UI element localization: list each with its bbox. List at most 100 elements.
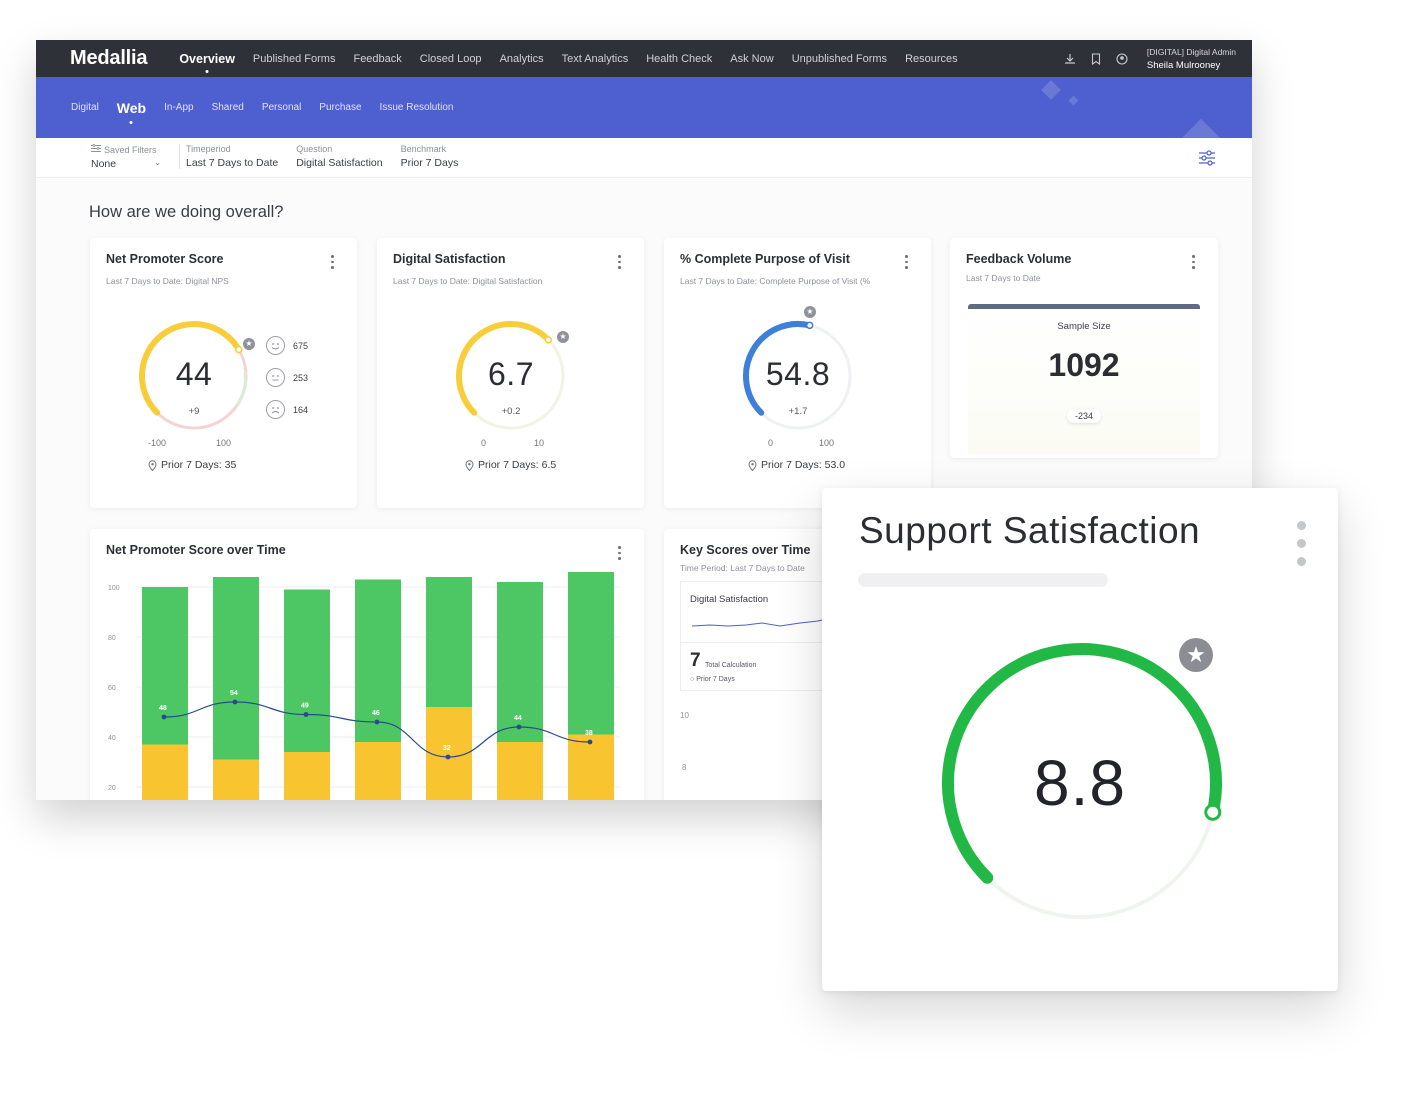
key-score-prior: ○ Prior 7 Days (690, 676, 735, 683)
sample-size-delta: -234 (1066, 409, 1102, 423)
nps-trend-point (445, 754, 451, 760)
bar-segment (284, 589, 330, 752)
detractors-row: 164 (266, 400, 308, 419)
saved-filters-dropdown[interactable]: Saved Filters None ⌄ (91, 144, 165, 170)
bar-segment (142, 744, 188, 800)
nps-prior-text: Prior 7 Days: 35 (161, 459, 237, 471)
key-score-prior-text: Prior 7 Days (696, 676, 735, 683)
bar-segment (426, 577, 472, 707)
subnav-in-app[interactable]: In-App (164, 102, 194, 113)
nav-overview[interactable]: Overview (179, 51, 235, 66)
nav-ask-now[interactable]: Ask Now (730, 52, 774, 65)
user-role: [DIGITAL] Digital Admin (1146, 46, 1236, 57)
subnav-web[interactable]: Web (116, 99, 147, 116)
nps-trend-label: 48 (159, 705, 167, 712)
more-options-icon[interactable] (618, 546, 622, 560)
key-score-tile[interactable]: Digital Satisfaction 7 Total Calculation… (680, 581, 841, 691)
nav-feedback[interactable]: Feedback (353, 52, 402, 65)
nav-health-check[interactable]: Health Check (646, 52, 713, 65)
subnav-purchase[interactable]: Purchase (319, 102, 362, 113)
subnav-shared[interactable]: Shared (211, 102, 244, 113)
bar-segment (142, 587, 188, 745)
dsat-min: 0 (481, 438, 487, 448)
subnav-digital[interactable]: Digital (71, 102, 99, 113)
bar-segment (213, 759, 259, 800)
purpose-prior: Prior 7 Days: 53.0 (748, 459, 845, 471)
timeperiod-filter[interactable]: Timeperiod Last 7 Days to Date (179, 144, 282, 169)
bar-segment (426, 707, 472, 800)
chevron-down-icon: ⌄ (154, 158, 161, 167)
support-satisfaction-card: Support Satisfaction ★ 8.8 (822, 488, 1338, 991)
nps-prior: Prior 7 Days: 35 (148, 459, 236, 471)
nps-trend-point (232, 699, 238, 705)
nps-min: -100 (148, 438, 167, 448)
more-options-icon[interactable] (1192, 255, 1196, 269)
bar-segment (355, 579, 401, 742)
card-subtitle: Time Period: Last 7 Days to Date (680, 563, 805, 573)
sliders-settings-icon[interactable] (1198, 150, 1216, 166)
y-tick-label: 80 (108, 635, 116, 642)
user-info[interactable]: [DIGITAL] Digital Admin Sheila Mulrooney (1147, 46, 1236, 72)
nav-closed-loop[interactable]: Closed Loop (419, 52, 482, 65)
subnav-issue-resolution[interactable]: Issue Resolution (379, 102, 454, 113)
support-gauge (942, 643, 1222, 919)
more-options-icon[interactable] (1297, 521, 1306, 566)
nav-text-analytics[interactable]: Text Analytics (561, 52, 629, 65)
question-value: Digital Satisfaction (296, 157, 383, 169)
benchmark-star-icon: ★ (804, 306, 816, 318)
question-filter[interactable]: Question Digital Satisfaction (296, 144, 386, 169)
nps-gauge (139, 321, 248, 430)
card-subtitle: Last 7 Days to Date (966, 273, 1041, 283)
key-score-tick: 10 (680, 711, 689, 720)
app-logo[interactable]: Medallia (70, 47, 148, 69)
purpose-prior-text: Prior 7 Days: 53.0 (761, 459, 846, 471)
location-pin-icon (148, 459, 157, 471)
purpose-min: 0 (768, 438, 774, 448)
purpose-delta: +1.7 (788, 406, 808, 417)
filter-icon (91, 144, 101, 155)
purpose-gauge-arc (743, 321, 813, 416)
card-title: Digital Satisfaction (393, 252, 506, 266)
top-nav: Medallia Overview Published Forms Feedba… (36, 40, 1252, 77)
card-subtitle: Last 7 Days to Date: Digital NPS (106, 276, 229, 286)
dsat-prior: Prior 7 Days: 6.5 (465, 459, 556, 471)
bar-segment (284, 752, 330, 800)
location-pin-icon (748, 459, 757, 471)
dsat-gauge-knob (544, 336, 553, 344)
sad-face-icon (266, 400, 285, 419)
more-options-icon[interactable] (331, 255, 335, 269)
card-subtitle: Last 7 Days to Date: Complete Purpose of… (680, 276, 871, 286)
benchmark-star-icon: ★ (557, 331, 569, 343)
nav-resources[interactable]: Resources (905, 52, 958, 65)
bar-segment (355, 742, 401, 800)
benchmark-star-icon: ★ (1179, 638, 1213, 672)
download-icon[interactable] (1063, 52, 1077, 66)
dsat-gauge (456, 321, 565, 430)
nps-trend-label: 38 (585, 730, 593, 737)
more-options-icon[interactable] (618, 255, 622, 269)
dsat-value: 6.7 (488, 356, 534, 392)
support-gauge-knob (1204, 803, 1222, 821)
subnav-personal[interactable]: Personal (261, 102, 302, 113)
purpose-of-visit-card: % Complete Purpose of Visit Last 7 Days … (664, 238, 931, 508)
saved-filters-label: Saved Filters (104, 144, 157, 155)
user-avatar-icon[interactable] (1115, 52, 1129, 66)
nps-trend-label: 49 (301, 703, 309, 710)
bookmark-icon[interactable] (1089, 52, 1103, 66)
nps-max: 100 (216, 438, 232, 448)
more-options-icon[interactable] (905, 255, 909, 269)
nps-gauge-arc (139, 321, 242, 416)
nav-unpublished-forms[interactable]: Unpublished Forms (791, 52, 888, 65)
dsat-prior-text: Prior 7 Days: 6.5 (478, 459, 557, 471)
card-title: Net Promoter Score (106, 252, 224, 266)
nav-analytics[interactable]: Analytics (499, 52, 544, 65)
key-score-metric: Digital Satisfaction (690, 594, 769, 605)
nps-value: 44 (175, 356, 213, 392)
benchmark-filter[interactable]: Benchmark Prior 7 Days (401, 144, 463, 169)
key-score-value: 7 (690, 650, 701, 671)
bar-segment (213, 577, 259, 760)
key-score-sparkline (691, 618, 827, 627)
nav-published-forms[interactable]: Published Forms (252, 52, 336, 65)
nps-trend-point (303, 712, 309, 717)
section-title: How are we doing overall? (89, 203, 284, 221)
